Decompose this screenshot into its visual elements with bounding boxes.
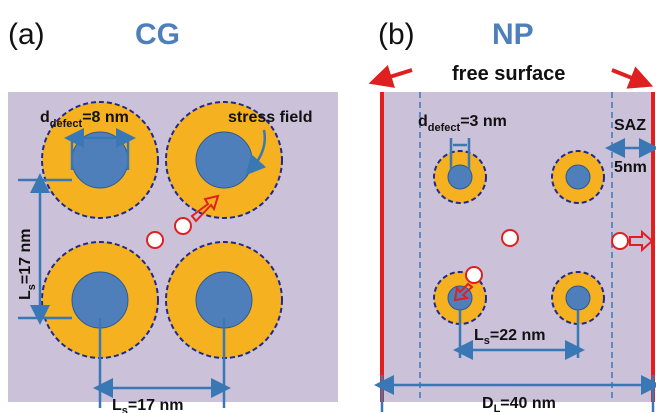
defect	[565, 285, 591, 311]
value: =17 nm	[17, 229, 34, 285]
migration-arrow	[453, 282, 474, 302]
spacing: Ls=22 nm	[474, 327, 546, 347]
migration-arrow	[629, 229, 654, 253]
value: =3 nm	[460, 113, 507, 130]
surface	[651, 92, 655, 402]
vacancy	[611, 232, 629, 250]
symbol: d	[40, 109, 50, 126]
subscript: L	[494, 403, 501, 413]
defect	[195, 131, 253, 189]
pointer	[245, 129, 267, 176]
surface	[380, 92, 384, 402]
vacancy	[501, 229, 519, 247]
saz-width: 5nm	[614, 159, 647, 176]
symbol: d	[418, 113, 428, 130]
spacing-vertical: Ls=17 nm	[17, 229, 38, 301]
defect	[71, 131, 129, 189]
surface-arrow	[611, 66, 654, 89]
matrix	[381, 92, 654, 402]
length: DL=40 nm	[482, 395, 556, 413]
panel-label: (a)	[8, 18, 45, 51]
value: =8 nm	[82, 109, 129, 126]
free-surface-label: free surface	[452, 63, 565, 85]
value: =40 nm	[500, 395, 556, 412]
vacancy	[146, 231, 164, 249]
surface-arrow	[368, 64, 413, 88]
defect	[565, 164, 591, 190]
vacancy	[174, 217, 192, 235]
symbol: L	[474, 327, 484, 344]
defects	[433, 150, 605, 325]
symbol: D	[482, 395, 494, 412]
defect	[447, 164, 473, 190]
panel-title: NP	[492, 18, 534, 51]
subscript: defect	[428, 122, 461, 134]
subscript: s	[122, 405, 128, 413]
symbol: L	[112, 397, 122, 413]
defect-size: ddefect=8 nm	[40, 109, 129, 130]
value: =17 nm	[128, 397, 184, 413]
subscript: s	[26, 284, 38, 290]
subscript: s	[484, 335, 490, 347]
vacancy	[465, 266, 483, 284]
panel-title: CG	[135, 18, 180, 51]
symbol: L	[17, 290, 34, 300]
saz-label: SAZ	[614, 117, 646, 134]
defects	[41, 101, 283, 359]
panel-label: (b)	[378, 18, 415, 51]
migration-arrow	[190, 194, 220, 223]
defect-size: ddefect=3 nm	[418, 113, 507, 134]
spacing-horizontal: Ls=17 nm	[112, 397, 184, 413]
value: =22 nm	[490, 327, 546, 344]
stress-field-label: stress field	[228, 109, 312, 126]
subscript: defect	[50, 118, 83, 130]
